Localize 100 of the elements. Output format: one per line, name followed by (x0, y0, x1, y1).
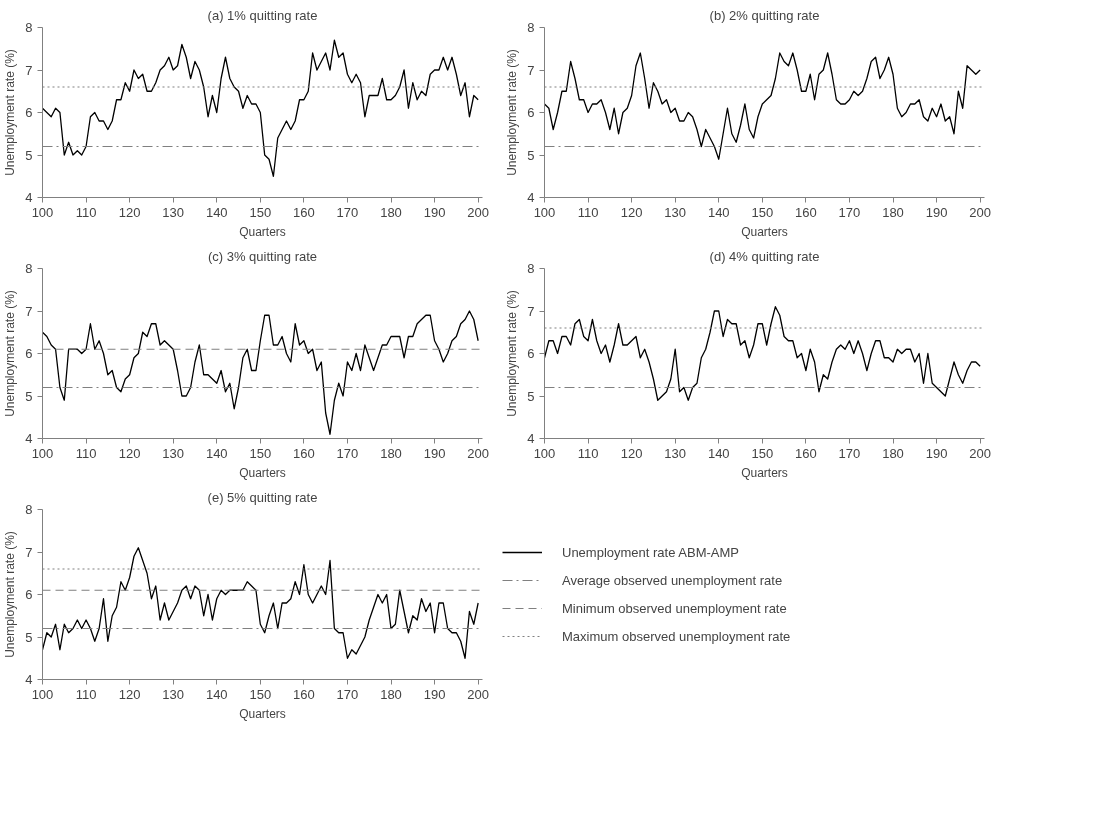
y-tick-label: 4 (25, 431, 33, 446)
x-tick-label: 180 (380, 204, 402, 220)
x-tick-label: 200 (969, 445, 991, 461)
x-tick-label: 100 (533, 204, 556, 220)
x-tick-label: 180 (380, 686, 402, 702)
x-tick-label: 150 (249, 204, 272, 220)
x-tick-label: 120 (118, 204, 141, 220)
x-tick-label: 140 (205, 204, 228, 220)
x-tick-label: 170 (838, 204, 861, 220)
x-axis-title: Quarters (741, 465, 788, 480)
y-tick-label: 5 (527, 147, 535, 163)
legend-label: Unemployment rate ABM-AMP (562, 544, 740, 560)
y-axis-title: Unemployment rate (%) (505, 290, 520, 417)
x-tick-label: 130 (664, 204, 687, 220)
line-series (544, 306, 981, 401)
y-tick-label: 5 (25, 388, 33, 404)
y-tick-label: 7 (25, 544, 33, 560)
x-tick-label: 170 (336, 204, 359, 220)
x-tick-label: 100 (31, 686, 54, 702)
y-tick-label: 8 (527, 261, 535, 276)
x-tick-label: 150 (751, 204, 774, 220)
y-tick-label: 4 (527, 190, 535, 205)
line-series (544, 52, 981, 160)
y-tick-label: 4 (25, 672, 33, 687)
x-tick-label: 110 (75, 686, 97, 702)
legend-label: Average observed unemployment rate (562, 572, 783, 588)
x-tick-label: 130 (162, 445, 185, 461)
y-tick-label: 7 (527, 62, 535, 78)
x-tick-label: 190 (423, 445, 446, 461)
y-tick-label: 7 (527, 303, 535, 319)
x-tick-label: 100 (533, 445, 556, 461)
x-tick-label: 100 (31, 204, 54, 220)
x-axis-title: Quarters (239, 465, 286, 480)
x-tick-label: 190 (423, 204, 446, 220)
x-tick-label: 200 (467, 204, 489, 220)
y-tick-label: 8 (25, 502, 33, 517)
x-tick-label: 160 (795, 445, 817, 461)
y-tick-label: 6 (527, 105, 535, 120)
x-tick-label: 150 (249, 445, 272, 461)
chart-title: (a) 1% quitting rate (207, 7, 318, 23)
x-tick-label: 190 (423, 686, 446, 702)
y-axis-title: Unemployment rate (%) (3, 49, 18, 176)
x-tick-label: 130 (162, 204, 185, 220)
x-tick-label: 140 (205, 445, 228, 461)
y-tick-label: 5 (527, 388, 535, 404)
x-tick-label: 120 (620, 204, 643, 220)
x-tick-label: 190 (925, 204, 948, 220)
y-tick-label: 4 (527, 431, 535, 446)
x-axis-title: Quarters (239, 706, 286, 721)
y-tick-label: 4 (25, 190, 33, 205)
y-axis-title: Unemployment rate (%) (3, 290, 18, 417)
x-tick-label: 100 (31, 445, 54, 461)
y-tick-label: 8 (25, 20, 33, 35)
x-tick-label: 130 (162, 686, 185, 702)
x-tick-label: 180 (882, 204, 904, 220)
y-tick-label: 7 (25, 303, 33, 319)
x-tick-label: 120 (620, 445, 643, 461)
y-tick-label: 7 (25, 62, 33, 78)
chart-title: (e) 5% quitting rate (207, 489, 318, 505)
x-tick-label: 150 (751, 445, 774, 461)
line-series (42, 547, 479, 659)
x-tick-label: 110 (75, 204, 97, 220)
chart-title: (b) 2% quitting rate (709, 7, 820, 23)
x-tick-label: 180 (380, 445, 402, 461)
y-tick-label: 5 (25, 147, 33, 163)
y-tick-label: 6 (25, 346, 33, 361)
x-tick-label: 170 (336, 686, 359, 702)
x-tick-label: 130 (664, 445, 687, 461)
x-tick-label: 160 (795, 204, 817, 220)
y-tick-label: 8 (527, 20, 535, 35)
chart-title: (c) 3% quitting rate (207, 248, 318, 264)
chart-title: (d) 4% quitting rate (709, 248, 820, 264)
y-tick-label: 8 (25, 261, 33, 276)
legend-label: Maximum observed unemployment rate (562, 628, 791, 644)
line-series (42, 310, 479, 435)
x-tick-label: 200 (467, 445, 489, 461)
y-tick-label: 6 (25, 587, 33, 602)
x-tick-label: 140 (205, 686, 228, 702)
y-tick-label: 6 (527, 346, 535, 361)
x-tick-label: 160 (293, 204, 315, 220)
y-axis-title: Unemployment rate (%) (3, 531, 18, 658)
y-tick-label: 6 (25, 105, 33, 120)
x-axis-title: Quarters (239, 224, 286, 239)
x-axis-title: Quarters (741, 224, 788, 239)
x-tick-label: 200 (969, 204, 991, 220)
x-tick-label: 120 (118, 445, 141, 461)
x-tick-label: 150 (249, 686, 272, 702)
y-tick-label: 5 (25, 629, 33, 645)
x-tick-label: 190 (925, 445, 948, 461)
x-tick-label: 140 (707, 204, 730, 220)
x-tick-label: 160 (293, 686, 315, 702)
x-tick-label: 140 (707, 445, 730, 461)
x-tick-label: 180 (882, 445, 904, 461)
x-tick-label: 160 (293, 445, 315, 461)
line-series (42, 39, 479, 177)
legend-label: Minimum observed unemployment rate (562, 600, 787, 616)
y-axis-title: Unemployment rate (%) (505, 49, 520, 176)
x-tick-label: 110 (75, 445, 97, 461)
x-tick-label: 170 (336, 445, 359, 461)
x-tick-label: 200 (467, 686, 489, 702)
